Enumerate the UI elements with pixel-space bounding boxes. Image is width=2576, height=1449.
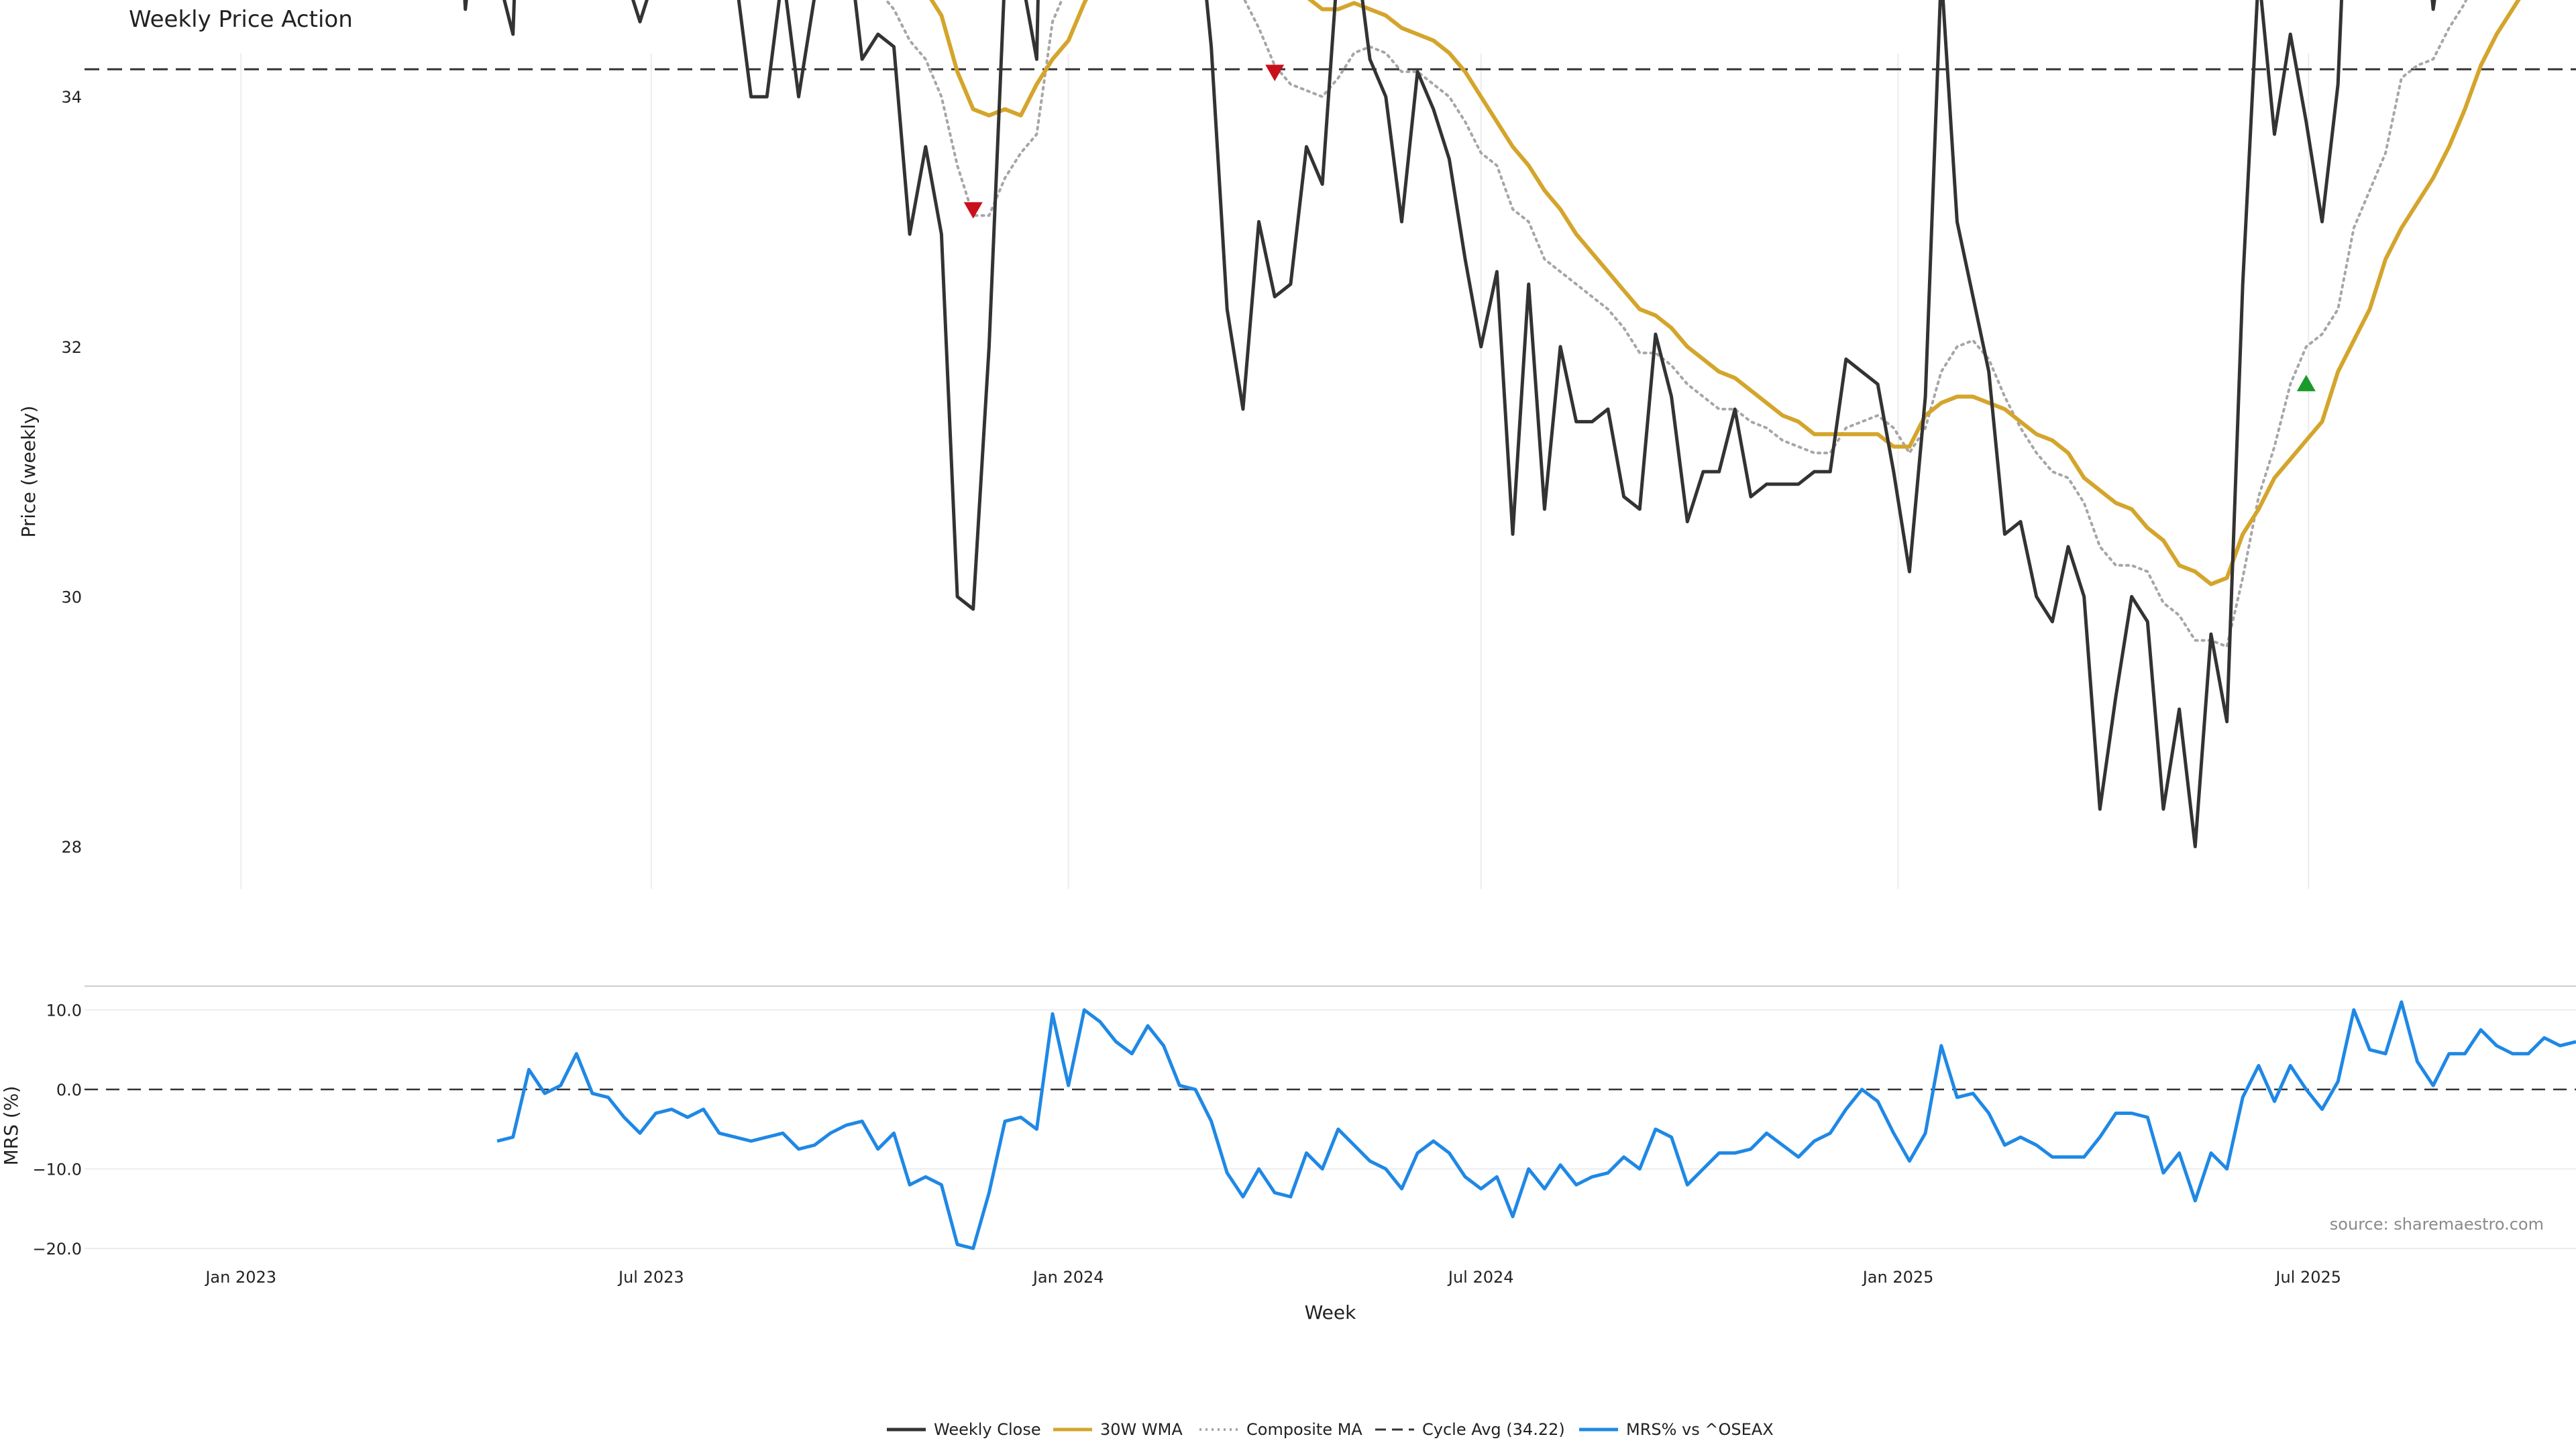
mrs-axis-label: MRS (%) xyxy=(0,1086,22,1166)
x-tick-label: Jul 2025 xyxy=(2274,1268,2341,1287)
x-tick-label: Jan 2025 xyxy=(1862,1268,1934,1287)
price-y-tick-label: 28 xyxy=(61,838,82,857)
source-note: source: sharemaestro.com xyxy=(2330,1215,2544,1234)
legend: Weekly Close 30W WMA Composite MA Cycle … xyxy=(887,1420,1774,1439)
wma-30w-line xyxy=(929,0,2521,586)
chart-title: Weekly Price Action xyxy=(129,6,353,33)
sell-signal-marker xyxy=(1265,64,1285,81)
price-y-tick-label: 30 xyxy=(61,588,82,606)
x-tick-label: Jan 2023 xyxy=(204,1268,276,1287)
mrs-y-tick-label: 0.0 xyxy=(56,1081,82,1099)
legend-label-cycle-avg: Cycle Avg (34.22) xyxy=(1422,1420,1565,1439)
x-tick-label: Jul 2024 xyxy=(1447,1268,1514,1287)
price-y-tick-label: 34 xyxy=(61,88,82,107)
x-axis-label: Week xyxy=(1305,1301,1356,1324)
mrs-y-tick-label: −20.0 xyxy=(32,1240,82,1258)
price-axis-label: Price (weekly) xyxy=(17,406,40,538)
legend-label-wma: 30W WMA xyxy=(1100,1420,1183,1439)
x-tick-label: Jul 2023 xyxy=(617,1268,684,1287)
signal-markers xyxy=(963,64,2316,392)
mrs-line xyxy=(496,1000,2576,1250)
x-tick-label: Jan 2024 xyxy=(1032,1268,1104,1287)
legend-label-composite: Composite MA xyxy=(1246,1420,1362,1439)
legend-label-weekly-close: Weekly Close xyxy=(934,1420,1041,1439)
series-layer xyxy=(463,0,2576,1250)
sell-signal-marker xyxy=(963,202,983,219)
mrs-y-tick-label: −10.0 xyxy=(32,1161,82,1179)
weekly-close-line xyxy=(463,0,2436,849)
mrs-y-tick-label: 10.0 xyxy=(46,1002,82,1020)
legend-label-mrs: MRS% vs ^OSEAX xyxy=(1626,1420,1774,1439)
price-y-tick-label: 32 xyxy=(61,338,82,357)
buy-signal-marker xyxy=(2296,374,2316,392)
axis-ticks: Jan 2023 Jul 2023 Jan 2024 Jul 2024 Jan 2025… xyxy=(32,88,2341,1287)
